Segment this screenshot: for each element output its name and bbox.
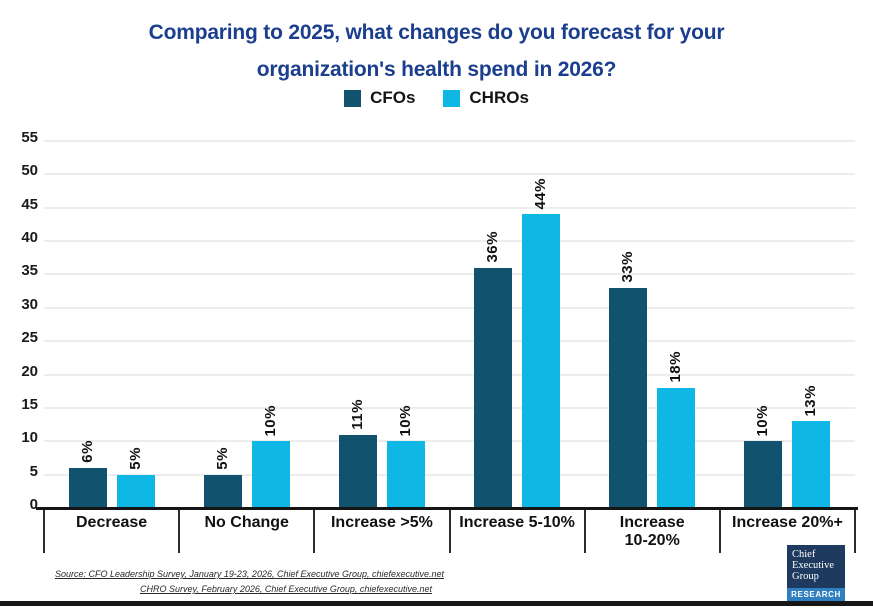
gridline-35 (44, 273, 855, 276)
x-axis-label: No Change (204, 514, 289, 531)
legend-label: CFOs (370, 88, 416, 107)
bar-value-label: 18% (667, 351, 685, 383)
y-axis-label: 15 (21, 395, 38, 413)
gridline-25 (44, 340, 855, 343)
bar-chros-3 (386, 441, 425, 508)
y-axis-label: 10 (21, 429, 38, 447)
gridline-55 (44, 140, 855, 142)
x-axis-label: Increase 20%+ (732, 514, 843, 531)
category-separator-tick (448, 510, 451, 553)
legend-label: CHROs (469, 88, 529, 107)
category-separator-tick (313, 510, 316, 553)
bar-value-label: 10% (396, 404, 414, 437)
category-separator-tick (178, 510, 181, 553)
source-note: Source: CFO Leadership Survey, January 1… (55, 567, 444, 597)
bar-cfos-1 (68, 467, 107, 508)
bar-cfos-5 (609, 287, 648, 508)
bar-chros-2 (251, 441, 290, 508)
gridline-10 (44, 440, 855, 443)
source-line2: CHRO Survey, February 2026, Chief Execut… (140, 584, 432, 594)
bar-value-label: 6% (78, 440, 96, 463)
y-axis-label: 40 (21, 229, 38, 247)
y-axis-label: 20 (21, 362, 38, 380)
logo-line2: Executive (792, 560, 834, 571)
bar-value-label: 36% (484, 231, 502, 263)
gridline-5 (44, 473, 855, 476)
x-axis-line (36, 507, 858, 510)
bar-chros-1 (116, 474, 155, 508)
gridline-15 (44, 406, 855, 409)
y-axis-label: 25 (21, 329, 38, 347)
chart-title-line1: Comparing to 2025, what changes do you f… (148, 21, 725, 44)
logo-line3: Group (792, 571, 819, 582)
logo-line1: Chief (792, 549, 816, 560)
legend-swatch-chros (443, 89, 461, 107)
bar-value-label: 11% (348, 398, 366, 430)
source-line1: Source: CFO Leadership Survey, January 1… (55, 569, 445, 579)
chart-title: Comparing to 2025, what changes do you f… (0, 14, 873, 88)
x-axis-label: Decrease (75, 514, 148, 531)
y-axis-label: 50 (21, 162, 38, 180)
gridline-30 (44, 306, 855, 309)
x-axis-label: Increase 5-10% (459, 514, 575, 531)
y-axis-label: 55 (21, 129, 38, 146)
bar-value-label: 5% (213, 446, 231, 470)
gridline-40 (44, 240, 855, 243)
y-axis-label: 5 (29, 462, 38, 480)
chart-title-line2: organization's health spend in 2026? (256, 58, 617, 81)
category-separator-tick (718, 510, 721, 553)
legend-item-cfos: CFOs (344, 88, 415, 108)
bar-value-label: 33% (619, 251, 637, 283)
category-separator-tick (854, 510, 856, 553)
bar-cfos-6 (744, 441, 783, 508)
bar-chros-6 (792, 421, 831, 508)
bar-cfos-2 (203, 474, 242, 508)
bar-chros-5 (657, 387, 696, 508)
bar-value-label: 5% (126, 446, 144, 470)
x-axis-label: Increase >5% (330, 514, 433, 531)
bottom-border-bar (0, 601, 873, 606)
gridline-20 (44, 373, 855, 376)
category-separator-tick (583, 510, 586, 553)
y-axis-label: 45 (21, 195, 38, 213)
bar-chros-4 (522, 214, 561, 508)
y-axis-label: 0 (29, 496, 38, 513)
gridline-45 (44, 206, 855, 209)
y-axis-label: 35 (21, 262, 38, 280)
chief-executive-group-research-logo: Chief Executive Group RESEARCH (787, 545, 845, 602)
category-separator-tick (43, 510, 45, 553)
chart-legend: CFOs CHROs (0, 88, 873, 108)
plot-area: 6% 5% 11% 36% 33% 10% 5% 10% 10% 44% 18% 13% (44, 140, 855, 508)
bar-value-label: 13% (802, 384, 820, 417)
bar-value-label: 10% (754, 404, 772, 437)
bar-cfos-3 (338, 434, 377, 508)
legend-swatch-cfos (344, 89, 362, 107)
gridline-50 (44, 173, 855, 176)
logo-wordmark: Chief Executive Group (787, 545, 845, 588)
bar-value-label: 44% (532, 177, 550, 210)
bar-cfos-4 (474, 267, 513, 508)
bar-value-label: 10% (261, 404, 279, 437)
legend-item-chros: CHROs (443, 88, 529, 108)
logo-research-banner: RESEARCH (787, 588, 845, 602)
y-axis-label: 30 (21, 295, 38, 313)
x-axis-label: Increase 10-20% (619, 514, 685, 549)
